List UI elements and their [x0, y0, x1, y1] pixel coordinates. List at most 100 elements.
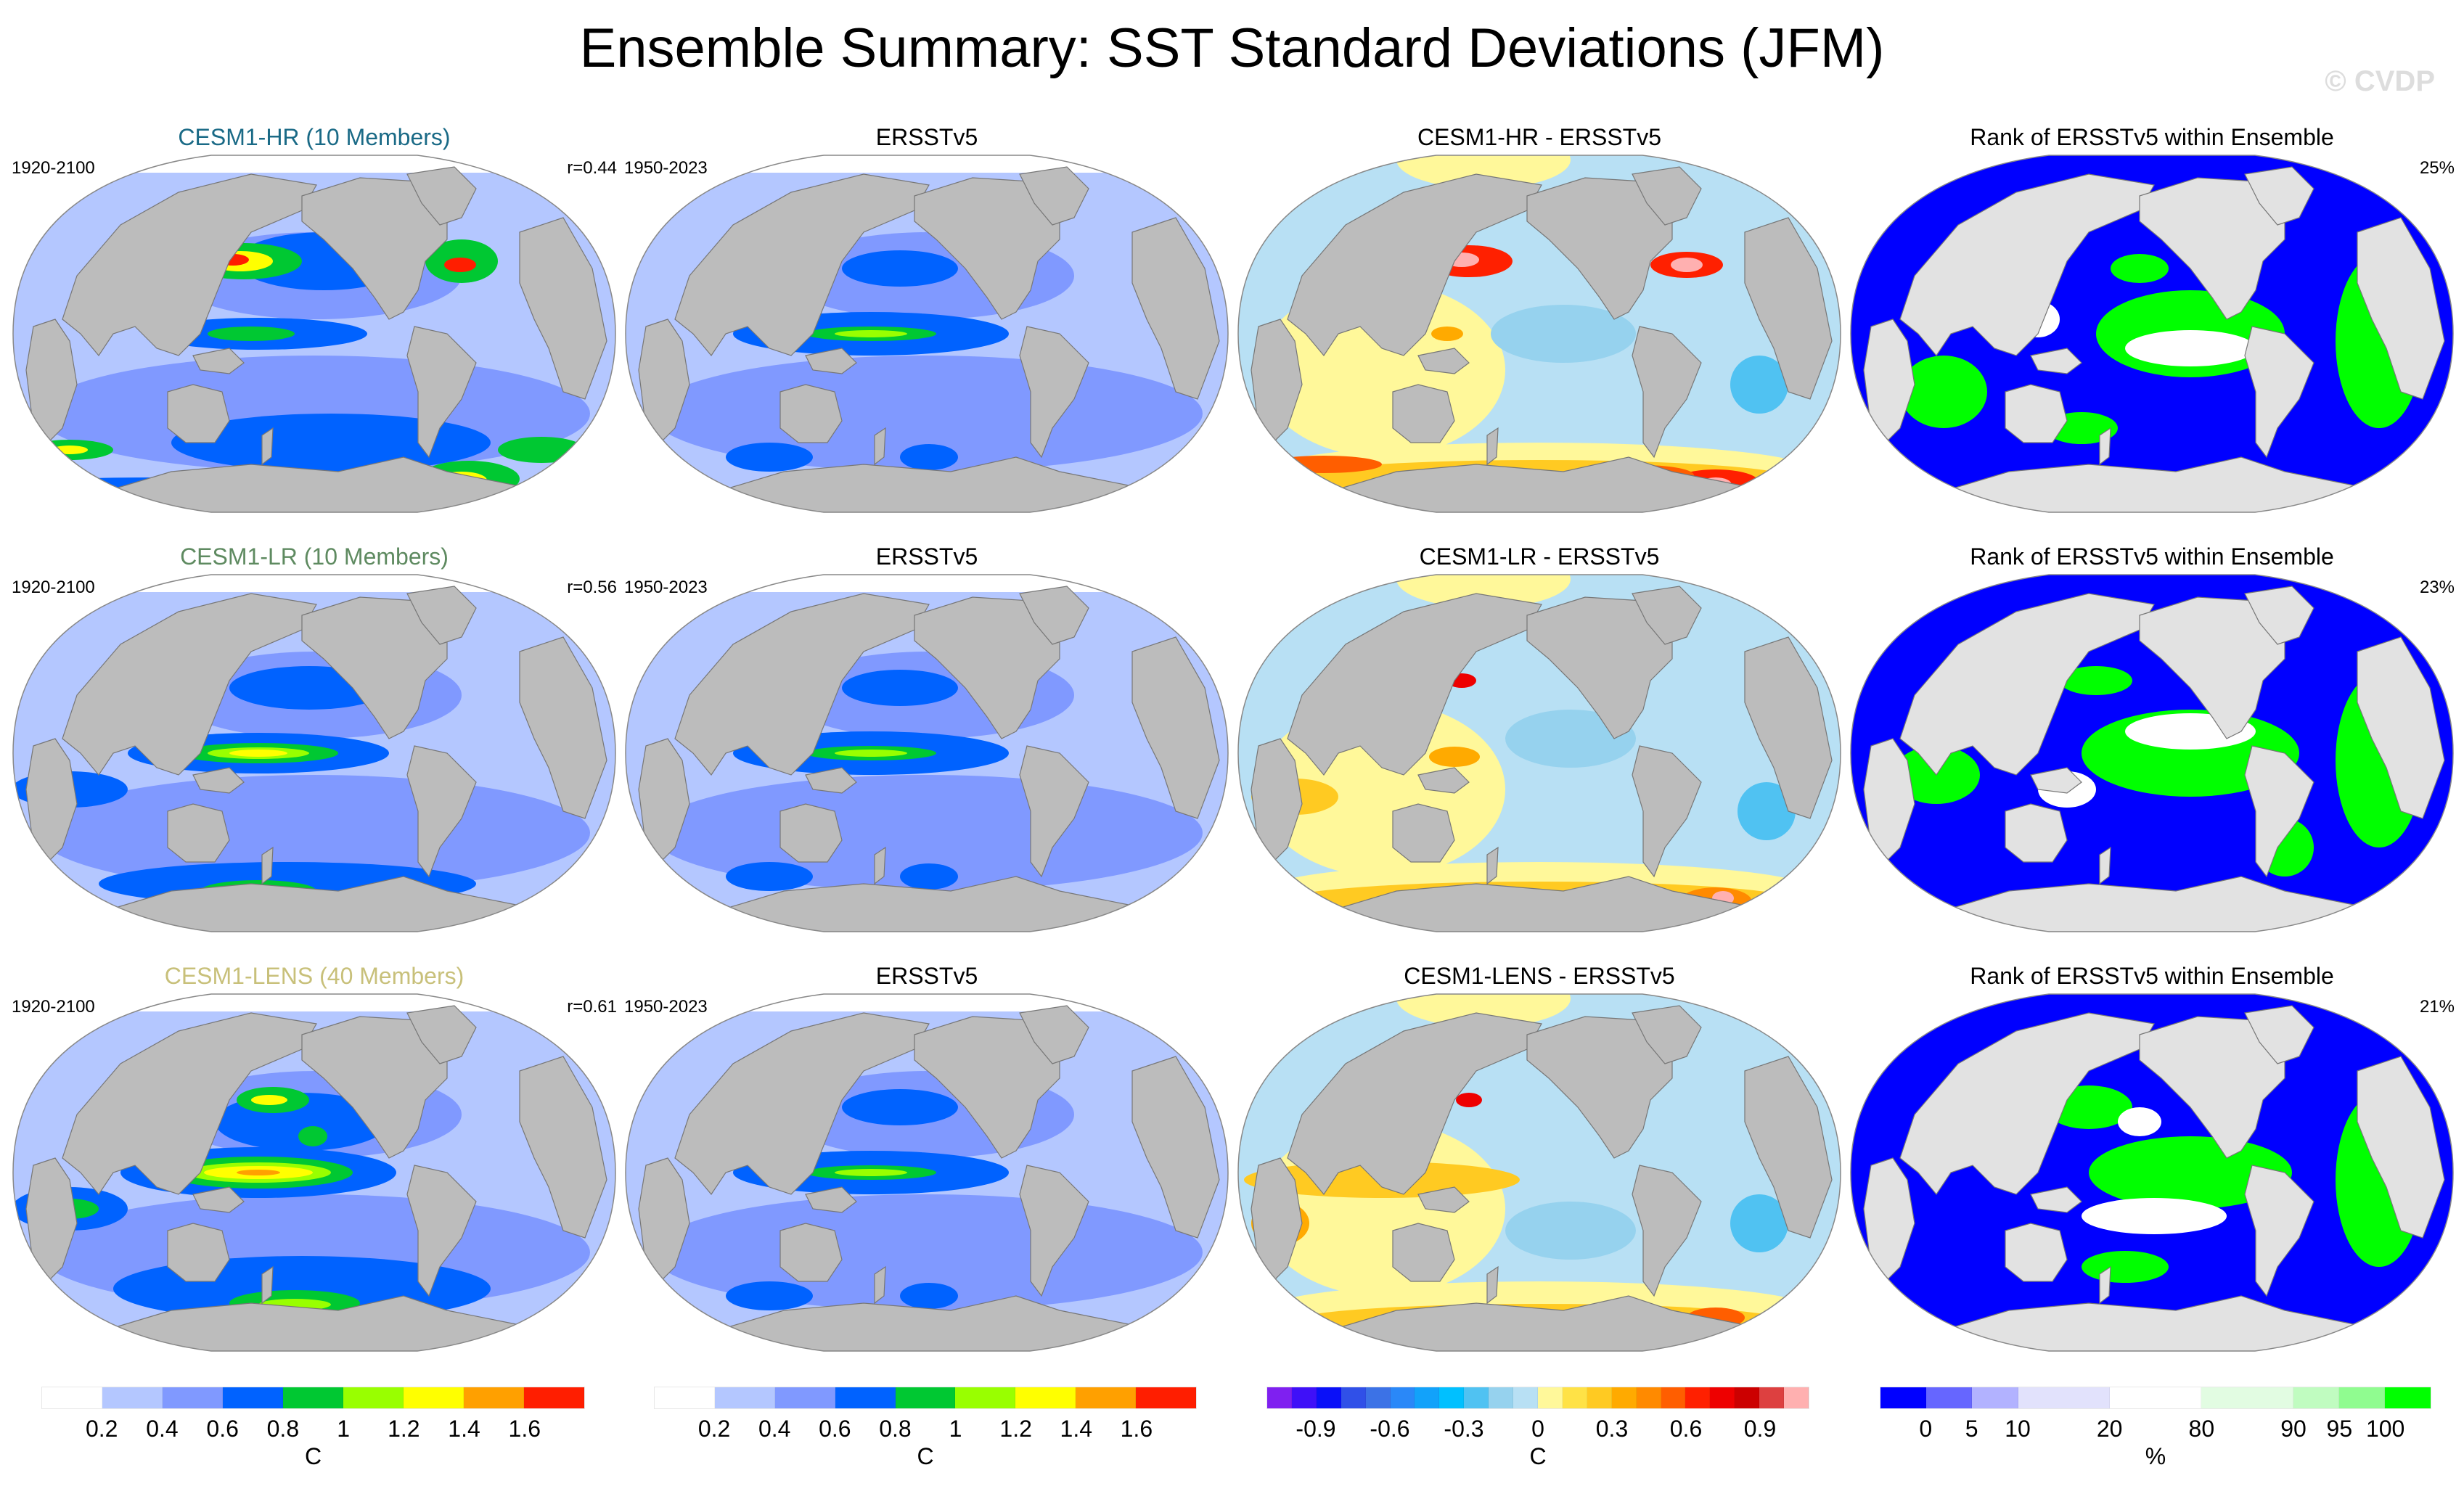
colorbar-difference: -0.9 -0.6 -0.3 0 0.3 0.6 0.9 C [1266, 1387, 1809, 1481]
contour-region [1491, 305, 1636, 363]
land-mass [1019, 586, 1089, 645]
land-mass [1486, 427, 1499, 466]
land-mass [805, 767, 857, 794]
colorbar-units-label: C [917, 1443, 934, 1469]
panel-title: CESM1-HR - ERSSTv5 [1417, 124, 1662, 150]
colorbar-tick-label: 0.3 [1595, 1416, 1629, 1442]
map-outline [12, 155, 616, 513]
map-field [1238, 575, 1841, 932]
colorbar-swatch [1784, 1387, 1809, 1408]
contour-region [726, 862, 813, 891]
colorbar-tick-label: 100 [2365, 1416, 2405, 1442]
colorbar-swatch [1972, 1387, 2018, 1408]
land-mass [2357, 1056, 2445, 1239]
colorbar-swatch [102, 1387, 163, 1408]
map-field [626, 575, 1228, 932]
land-mass [1131, 217, 1220, 400]
map-field [626, 155, 1228, 512]
land-mass [1905, 876, 2403, 932]
colorbar-tick-label: -0.9 [1296, 1416, 1336, 1442]
colorbar-tick-label: 1.2 [388, 1416, 420, 1442]
map-outline [625, 993, 1229, 1352]
land-mass [779, 803, 843, 863]
colorbar-tick-label: 1.6 [1120, 1416, 1153, 1442]
land-mass [805, 1186, 857, 1213]
land-mass [519, 1056, 607, 1239]
contour-region [900, 863, 958, 890]
land-mass [25, 319, 78, 443]
contour-region [1396, 994, 1571, 1027]
period-label: 1920-2100 [12, 158, 95, 178]
contour-region [208, 327, 295, 341]
panel-title: Rank of ERSSTv5 within Ensemble [1970, 124, 2334, 150]
period-label: 1950-2023 [624, 578, 708, 597]
map-field [1238, 155, 1841, 512]
colorbar-swatch [2293, 1387, 2339, 1408]
land-mass [1392, 803, 1455, 863]
contour-region [1456, 1093, 1482, 1107]
land-mass [25, 738, 78, 863]
land-mass [805, 348, 857, 374]
land-mass [25, 1157, 78, 1282]
panel-title: Rank of ERSSTv5 within Ensemble [1970, 963, 2334, 989]
land-mass [874, 427, 886, 466]
colorbar-swatch [1365, 1387, 1391, 1408]
land-mass [1632, 326, 1702, 459]
colorbar-swatch [1611, 1387, 1637, 1408]
colorbar-swatch [1735, 1387, 1760, 1408]
map-stddev [625, 574, 1229, 932]
land-mass [638, 1157, 690, 1282]
land-mass [2357, 217, 2445, 400]
colorbar-swatch [1587, 1387, 1612, 1408]
contour-region [444, 258, 476, 272]
land-mass [67, 876, 565, 932]
map-field [1851, 575, 2453, 932]
map-field [626, 994, 1228, 1351]
colorbar-tick-label: 90 [2280, 1416, 2307, 1442]
land-mass [1287, 1012, 1542, 1196]
colorbar-swatch [2338, 1387, 2385, 1408]
land-mass [674, 1012, 930, 1196]
colorbar-tick-label: 0.8 [266, 1416, 300, 1442]
colorbar-tick-label: 0 [1531, 1416, 1544, 1442]
map-outline [625, 155, 1229, 513]
period-label: 1920-2100 [12, 578, 95, 597]
land-mass [1863, 738, 1915, 863]
contour-region [900, 444, 958, 470]
colorbar-swatch [404, 1387, 464, 1408]
land-mass [1744, 636, 1833, 819]
land-mass [192, 767, 245, 794]
land-mass [1632, 166, 1702, 226]
land-mass [406, 326, 477, 459]
land-mass [1131, 636, 1220, 819]
colorbar-swatch [714, 1387, 775, 1408]
pattern-correlation: r=0.56 [567, 578, 617, 597]
contour-region [835, 330, 907, 337]
land-mass [1019, 1165, 1089, 1297]
map-rank [1850, 155, 2454, 513]
land-mass [406, 1165, 477, 1297]
map-field [13, 155, 615, 512]
land-mass [261, 846, 274, 885]
colorbar-swatch [223, 1387, 283, 1408]
land-mass [2099, 427, 2111, 466]
land-mass [1744, 1056, 1833, 1239]
land-mass [680, 456, 1178, 512]
colorbar-swatch [655, 1387, 715, 1408]
colorbar-swatch [42, 1387, 102, 1408]
map-outline [1850, 155, 2454, 513]
land-mass [1905, 1295, 2403, 1351]
colorbar-swatch [1136, 1387, 1197, 1408]
land-mass [1019, 326, 1089, 459]
colorbar-tick-label: 1.6 [508, 1416, 541, 1442]
map-outline [625, 574, 1229, 932]
land-mass [406, 745, 477, 878]
land-mass [2357, 636, 2445, 819]
colorbar-stddev-model: 0.2 0.4 0.6 0.8 1 1.2 1.4 1.6 C [41, 1387, 585, 1481]
colorbar-units-label: % [2145, 1443, 2166, 1469]
land-mass [2030, 767, 2082, 794]
contour-region [251, 1095, 287, 1105]
land-mass [2244, 1165, 2314, 1297]
contour-region [2089, 1136, 2292, 1209]
panel-title: ERSSTv5 [875, 963, 978, 989]
